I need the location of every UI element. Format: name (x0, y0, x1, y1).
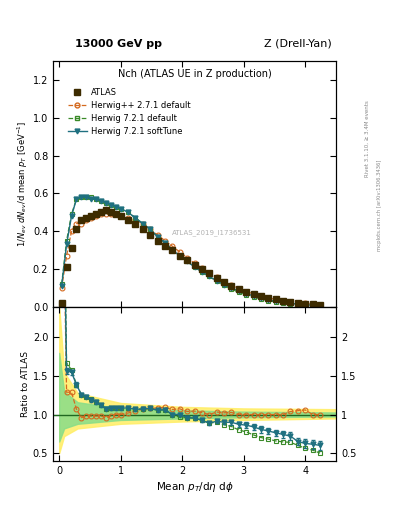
Text: Nch (ATLAS UE in Z production): Nch (ATLAS UE in Z production) (118, 69, 272, 79)
Legend: ATLAS, Herwig++ 2.7.1 default, Herwig 7.2.1 default, Herwig 7.2.1 softTune: ATLAS, Herwig++ 2.7.1 default, Herwig 7.… (66, 85, 193, 139)
Y-axis label: Ratio to ATLAS: Ratio to ATLAS (21, 351, 30, 417)
Text: ATLAS_2019_I1736531: ATLAS_2019_I1736531 (172, 230, 252, 237)
Text: Z (Drell-Yan): Z (Drell-Yan) (264, 38, 332, 49)
X-axis label: Mean $p_{T}$/d$\eta$ d$\phi$: Mean $p_{T}$/d$\eta$ d$\phi$ (156, 480, 233, 494)
Text: 13000 GeV pp: 13000 GeV pp (75, 38, 162, 49)
Y-axis label: $1/N_{ev}$ $dN_{ev}$/d mean $p_T$ [GeV$^{-1}$]: $1/N_{ev}$ $dN_{ev}$/d mean $p_T$ [GeV$^… (16, 121, 30, 247)
Text: mcplots.cern.ch [arXiv:1306.3436]: mcplots.cern.ch [arXiv:1306.3436] (377, 159, 382, 250)
Text: Rivet 3.1.10, ≥ 3.4M events: Rivet 3.1.10, ≥ 3.4M events (365, 100, 370, 177)
